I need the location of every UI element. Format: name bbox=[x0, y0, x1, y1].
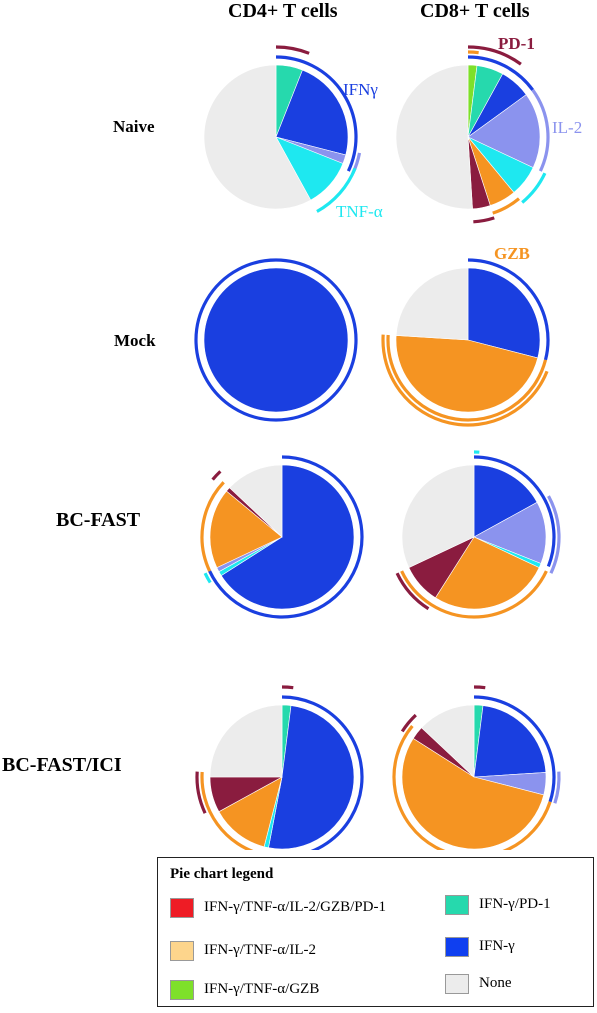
legend-title: Pie chart legend bbox=[170, 866, 274, 882]
annotation-tnfa: TNF-α bbox=[336, 202, 383, 221]
row-label-bc-fast-ici: BC-FAST/ICI bbox=[2, 754, 122, 776]
row-label-mock: Mock bbox=[114, 331, 156, 350]
marker-arc bbox=[211, 470, 222, 481]
pie-chart bbox=[194, 258, 358, 422]
legend-label: IFN-γ/TNF-α/IL-2/GZB/PD-1 bbox=[204, 899, 386, 915]
pie-slice bbox=[401, 738, 545, 850]
marker-arc bbox=[467, 258, 550, 361]
pie-chart bbox=[395, 45, 550, 224]
pie-slice bbox=[395, 64, 473, 210]
pie-chart bbox=[200, 455, 364, 619]
marker-arc bbox=[392, 724, 552, 850]
row-label-naive: Naive bbox=[113, 117, 155, 136]
legend-swatch-gray bbox=[445, 974, 469, 994]
marker-arc bbox=[467, 45, 522, 66]
marker-arc bbox=[200, 481, 225, 572]
marker-arc bbox=[386, 334, 548, 422]
pie-slice bbox=[421, 704, 475, 778]
annotation-ifng: IFNγ bbox=[343, 80, 378, 99]
pie-chart-grid: IFNγ TNF-α PD-1 IL-2 GZB bbox=[194, 34, 582, 850]
annotation-il2: IL-2 bbox=[552, 118, 582, 137]
pie-slice bbox=[467, 94, 541, 169]
pie-chart bbox=[392, 685, 561, 850]
pie-slice bbox=[218, 776, 283, 848]
marker-arc bbox=[395, 572, 430, 611]
pie-slice bbox=[220, 464, 355, 610]
legend-label: IFN-γ/PD-1 bbox=[479, 896, 551, 912]
pie-slice bbox=[275, 69, 349, 156]
marker-arc bbox=[316, 167, 357, 213]
pie-slice bbox=[473, 705, 547, 778]
marker-arc bbox=[473, 216, 495, 224]
marker-arc bbox=[467, 55, 535, 91]
marker-arc bbox=[208, 455, 364, 619]
marker-arc bbox=[553, 771, 561, 804]
legend-swatch-teal bbox=[445, 895, 469, 915]
marker-arc bbox=[467, 50, 479, 55]
marker-arc bbox=[200, 771, 254, 850]
pie-chart bbox=[195, 685, 364, 850]
pie-slice bbox=[395, 267, 469, 341]
marker-arc bbox=[194, 258, 358, 422]
pie-slice bbox=[435, 536, 540, 610]
pie-slice bbox=[473, 464, 538, 538]
annotation-pd1: PD-1 bbox=[498, 34, 535, 53]
pie-chart-legend: Pie chart legend IFN-γ/TNF-α/IL-2/GZB/PD… bbox=[157, 857, 594, 1007]
pie-slice bbox=[395, 335, 539, 413]
marker-arc bbox=[547, 495, 561, 574]
marker-arc bbox=[400, 570, 548, 619]
legend-swatch-green bbox=[170, 980, 194, 1000]
marker-arc bbox=[521, 172, 547, 204]
marker-arc bbox=[275, 45, 310, 55]
legend-swatch-red bbox=[170, 898, 194, 918]
column-header-cd8: CD8+ T cells bbox=[420, 0, 530, 22]
marker-arc bbox=[281, 685, 294, 690]
marker-arc bbox=[492, 197, 521, 215]
annotation-gzb: GZB bbox=[494, 244, 530, 263]
marker-arc bbox=[473, 685, 486, 690]
marker-arc bbox=[473, 695, 556, 803]
pie-slice bbox=[268, 705, 355, 850]
legend-label: IFN-γ/TNF-α/IL-2 bbox=[204, 942, 316, 958]
marker-arc bbox=[531, 89, 550, 172]
pie-slice bbox=[203, 64, 312, 210]
pie-chart bbox=[395, 450, 561, 619]
pie-slice bbox=[467, 267, 541, 359]
pie-slice bbox=[209, 490, 283, 569]
legend-swatch-light-orange bbox=[170, 941, 194, 961]
marker-arc bbox=[203, 572, 212, 584]
marker-arc bbox=[275, 55, 358, 172]
pie-slice bbox=[229, 464, 283, 538]
pie-slice bbox=[209, 704, 283, 778]
pie-slice bbox=[401, 464, 475, 569]
pie-chart bbox=[203, 45, 362, 213]
legend-label: IFN-γ bbox=[479, 938, 515, 954]
pie-slice bbox=[203, 267, 349, 413]
column-header-cd4: CD4+ T cells bbox=[228, 0, 338, 22]
pie-slice bbox=[473, 501, 547, 564]
legend-label: IFN-γ/TNF-α/GZB bbox=[204, 981, 320, 997]
row-label-bc-fast: BC-FAST bbox=[56, 509, 141, 531]
marker-arc bbox=[473, 455, 556, 568]
marker-arc bbox=[381, 334, 549, 427]
legend-swatch-blue bbox=[445, 937, 469, 957]
legend-label: None bbox=[479, 975, 512, 991]
marker-arc bbox=[281, 695, 364, 850]
pie-chart bbox=[381, 258, 550, 427]
marker-arc bbox=[195, 771, 207, 814]
marker-arc bbox=[400, 713, 417, 733]
